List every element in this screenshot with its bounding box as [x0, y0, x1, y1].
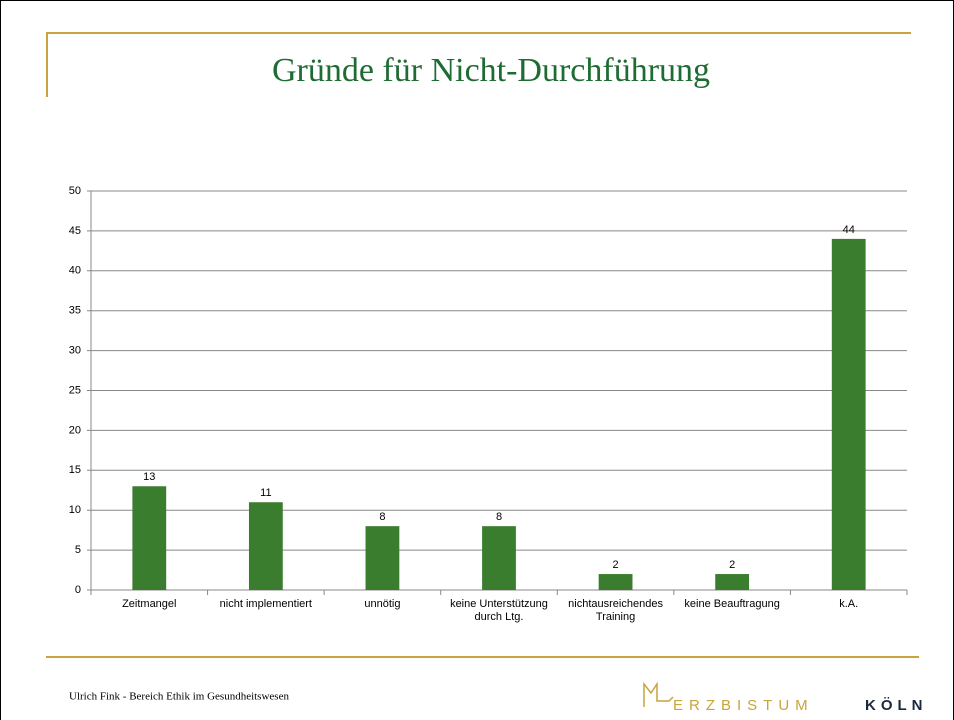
y-tick-label: 45: [69, 225, 81, 237]
logo-bold: KÖLN: [865, 697, 928, 714]
y-tick-label: 30: [69, 345, 81, 357]
x-tick-label: unnötig: [364, 598, 401, 610]
y-tick-label: 50: [69, 185, 81, 197]
y-tick-label: 40: [69, 265, 81, 277]
value-label: 2: [613, 559, 619, 571]
value-label: 11: [260, 487, 271, 499]
bar: [132, 486, 167, 590]
bar: [482, 526, 516, 590]
value-label: 2: [729, 559, 735, 571]
y-tick-label: 10: [69, 504, 81, 516]
x-tick-label: keine Beauftragung: [684, 598, 780, 610]
x-tick-label: keine Unterstützung durch Ltg.: [450, 598, 548, 623]
y-tick-label: 15: [69, 464, 81, 476]
logo-light: ERZBISTUM: [673, 697, 814, 714]
x-tick-label: nicht implementiert: [219, 598, 312, 610]
y-tick-label: 5: [75, 544, 81, 556]
y-tick-label: 20: [69, 424, 81, 436]
x-tick-label: Zeitmangel: [122, 598, 177, 610]
bar: [365, 526, 400, 590]
value-label: 13: [143, 471, 155, 483]
x-tick-label: k.A.: [839, 598, 859, 610]
logo-mark: [643, 681, 674, 707]
x-tick-label: nichtausreichendes Training: [568, 598, 663, 623]
value-label: 8: [379, 511, 385, 523]
chart-title: Gründe für Nicht-Durchführung: [272, 52, 710, 89]
y-tick-label: 0: [75, 584, 81, 596]
value-label: 8: [496, 511, 502, 523]
y-tick-label: 35: [69, 305, 81, 317]
bar: [831, 238, 866, 590]
bar: [598, 574, 633, 590]
bar: [715, 574, 750, 590]
y-tick-label: 25: [69, 384, 81, 396]
value-label: 44: [843, 224, 855, 236]
footer-text: Ulrich Fink - Bereich Ethik im Gesundhei…: [69, 691, 289, 703]
bar: [248, 502, 283, 590]
